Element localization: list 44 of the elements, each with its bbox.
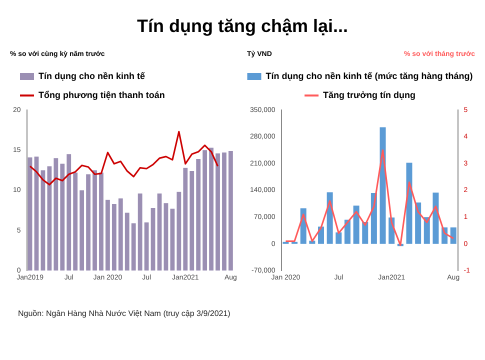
legend-label: Tín dụng cho nền kinh tế (mức tăng hàng tháng) [266, 70, 473, 81]
bar [216, 153, 220, 271]
bar [66, 154, 72, 271]
bar [380, 127, 386, 244]
bar [131, 223, 136, 271]
bar [138, 194, 142, 271]
legend-label: Tín dụng cho nền kinh tế [38, 70, 146, 81]
bar [170, 208, 175, 271]
bar [157, 194, 162, 271]
bar [54, 158, 58, 271]
bar [432, 192, 439, 244]
bar [362, 222, 368, 244]
text: Nguồn: Ngân Hàng Nhà Nước Việt Nam (truy cập 3/9/2021) [18, 309, 232, 318]
bar [144, 222, 149, 271]
bar [92, 170, 97, 271]
bar [60, 164, 65, 271]
bar [183, 168, 188, 271]
bar [336, 232, 342, 244]
bar [106, 200, 110, 271]
bar [176, 192, 182, 271]
bar [28, 157, 32, 271]
bar [73, 172, 78, 271]
bar [99, 172, 104, 271]
bar [222, 152, 226, 271]
bar [47, 166, 52, 271]
bar [196, 158, 201, 271]
bar [124, 212, 130, 271]
bar [164, 203, 168, 271]
bar [209, 148, 214, 271]
bar [86, 174, 90, 271]
legend-label: Tăng trưởng tín dụng [323, 90, 416, 100]
legend-label: Tổng phương tiện thanh toán [38, 90, 165, 100]
bar [112, 204, 116, 271]
bar [415, 202, 422, 244]
bar [353, 206, 360, 244]
bar [190, 171, 194, 271]
bar [118, 198, 123, 271]
bar [80, 190, 84, 271]
bar [202, 150, 208, 271]
chart-title: Tín dụng tăng chậm lại... [136, 15, 349, 38]
bar [228, 150, 233, 271]
bar [344, 220, 350, 244]
bar [450, 227, 456, 244]
bar [150, 208, 156, 271]
